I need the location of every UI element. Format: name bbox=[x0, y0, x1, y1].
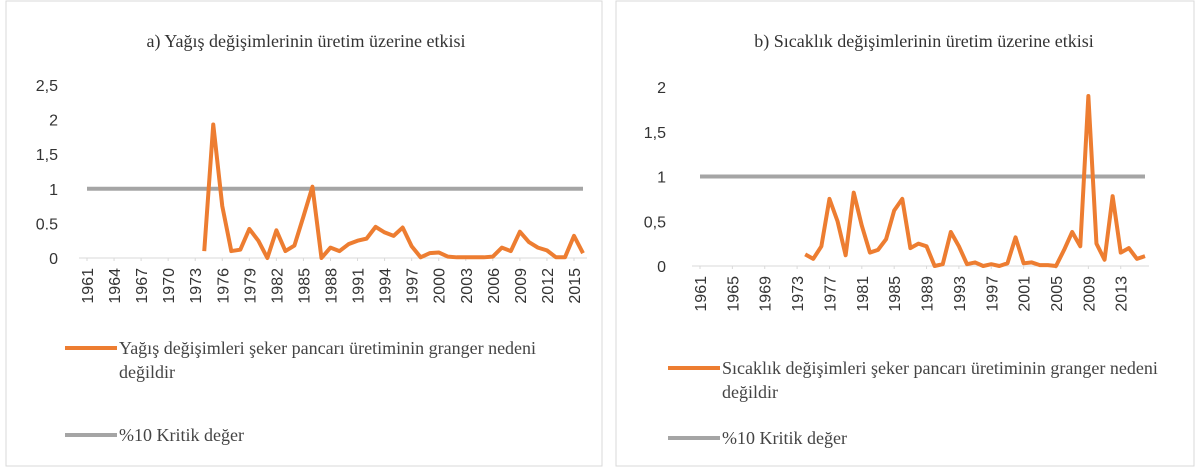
x-tick-label: 1976 bbox=[215, 268, 232, 304]
x-tick-label: 1985 bbox=[296, 268, 313, 304]
legend-label: Sıcaklık değişimleri şeker pancarı üreti… bbox=[722, 358, 1158, 402]
y-tick-label: 2 bbox=[657, 80, 666, 97]
y-tick-label: 0 bbox=[49, 251, 58, 268]
x-tick-label: 2006 bbox=[486, 268, 503, 304]
y-tick-label: 1,5 bbox=[644, 125, 666, 142]
x-tick-label: 1979 bbox=[242, 268, 259, 304]
x-tick-label: 1988 bbox=[323, 268, 340, 304]
x-tick-label: 2003 bbox=[459, 268, 476, 304]
x-tick-label: 1981 bbox=[855, 276, 872, 312]
y-tick-label: 0.5 bbox=[36, 216, 58, 233]
y-tick-label: 0,5 bbox=[644, 214, 666, 231]
x-tick-label: 2015 bbox=[567, 268, 584, 304]
x-tick-label: 1969 bbox=[758, 276, 775, 312]
x-tick-label: 2005 bbox=[1049, 276, 1066, 312]
x-tick-label: 1973 bbox=[188, 268, 205, 304]
x-tick-label: 1994 bbox=[378, 268, 395, 304]
x-tick-label: 2009 bbox=[513, 268, 530, 304]
x-tick-label: 1982 bbox=[269, 268, 286, 304]
x-tick-label: 1961 bbox=[80, 268, 97, 304]
x-tick-label: 1993 bbox=[952, 276, 969, 312]
x-tick-label: 2001 bbox=[1017, 276, 1034, 312]
legend-swatch bbox=[65, 433, 117, 437]
y-tick-label: 1 bbox=[657, 170, 666, 187]
x-tick-label: 1967 bbox=[134, 268, 151, 304]
x-tick-label: 1977 bbox=[822, 276, 839, 312]
legend-swatch bbox=[668, 436, 720, 440]
x-tick-label: 2009 bbox=[1081, 276, 1098, 312]
x-tick-label: 1989 bbox=[920, 276, 937, 312]
x-tick-label: 1985 bbox=[887, 276, 904, 312]
x-tick-label: 2000 bbox=[432, 268, 449, 304]
panel-border bbox=[615, 0, 1195, 467]
x-tick-label: 1997 bbox=[984, 276, 1001, 312]
x-tick-label: 1964 bbox=[107, 268, 124, 304]
x-tick-label: 1961 bbox=[693, 276, 710, 312]
y-tick-label: 0 bbox=[657, 259, 666, 276]
panel-border bbox=[5, 0, 603, 467]
y-tick-label: 2 bbox=[49, 113, 58, 130]
y-tick-label: 1,5 bbox=[36, 147, 58, 164]
y-tick-label: 2,5 bbox=[36, 78, 58, 95]
x-tick-label: 2013 bbox=[1114, 276, 1131, 312]
x-tick-label: 1965 bbox=[725, 276, 742, 312]
x-tick-label: 1997 bbox=[405, 268, 422, 304]
chart-title: b) Sıcaklık değişimlerinin üretim üzerin… bbox=[754, 31, 1093, 52]
legend-swatch bbox=[65, 346, 117, 350]
x-tick-label: 1970 bbox=[161, 268, 178, 304]
x-tick-label: 2012 bbox=[540, 268, 557, 304]
chart-title: a) Yağış değişimlerinin üretim üzerine e… bbox=[147, 31, 466, 52]
legend-label: %10 Kritik değer bbox=[119, 425, 244, 445]
legend-swatch bbox=[668, 366, 720, 370]
x-tick-label: 1991 bbox=[351, 268, 368, 304]
legend-label: Yağış değişimleri şeker pancarı üretimin… bbox=[119, 338, 537, 382]
legend-label: %10 Kritik değer bbox=[722, 428, 847, 448]
y-tick-label: 1 bbox=[49, 182, 58, 199]
x-tick-label: 1973 bbox=[790, 276, 807, 312]
series-line bbox=[202, 122, 585, 260]
series-line bbox=[804, 93, 1146, 268]
